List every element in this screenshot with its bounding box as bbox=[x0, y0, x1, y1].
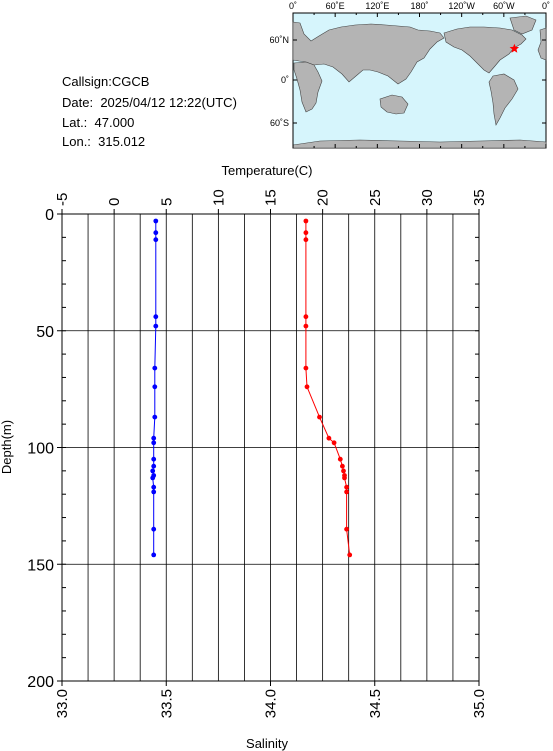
temperature-point bbox=[340, 463, 345, 469]
land-europe-west bbox=[537, 27, 547, 61]
map-lon-label: 0˚ bbox=[289, 1, 297, 11]
callsign-label: Callsign: bbox=[62, 74, 112, 89]
salinity-point bbox=[151, 463, 157, 469]
salinity-point bbox=[150, 468, 156, 474]
lon-label: Lon.: bbox=[62, 134, 91, 149]
salinity-point bbox=[151, 435, 157, 441]
temperature-axis-label: Temperature(C) bbox=[221, 163, 312, 178]
salinity-point bbox=[153, 230, 159, 236]
date-line: Date: 2025/04/12 12:22(UTC) bbox=[62, 95, 237, 111]
depth-tick-label: 150 bbox=[27, 557, 54, 574]
callsign-line: Callsign:CGCB bbox=[62, 74, 149, 90]
date-label: Date: bbox=[62, 95, 94, 110]
temperature-tick-label: 30 bbox=[419, 189, 436, 206]
depth-tick-label: 200 bbox=[27, 674, 54, 691]
temperature-tick-label: 20 bbox=[315, 189, 332, 206]
land-greenland bbox=[509, 15, 537, 35]
salinity-point bbox=[151, 456, 157, 462]
temperature-tick-label: 15 bbox=[263, 189, 280, 206]
salinity-point bbox=[151, 440, 157, 446]
temperature-point bbox=[304, 384, 310, 390]
temperature-tick-label: 35 bbox=[471, 189, 488, 206]
salinity-point bbox=[153, 314, 159, 320]
lat-value: 47.000 bbox=[94, 115, 135, 130]
lat-line: Lat.: 47.000 bbox=[62, 115, 134, 131]
depth-tick-label: 100 bbox=[27, 441, 54, 458]
temperature-tick-label: 25 bbox=[367, 189, 384, 206]
temperature-point bbox=[326, 435, 332, 441]
salinity-point bbox=[151, 552, 157, 558]
temperature-point bbox=[344, 489, 349, 495]
salinity-point bbox=[153, 323, 159, 329]
map-lon-label: 60˚E bbox=[326, 1, 345, 11]
temperature-point bbox=[344, 484, 349, 490]
temperature-point bbox=[303, 365, 309, 371]
profile-chart: -5 0 5 10 15 20 25 30 35 33.0 33.5 34.0 34.5 35.0 05… bbox=[0, 163, 488, 751]
land-europe-asia bbox=[292, 21, 445, 85]
temperature-point bbox=[347, 552, 353, 558]
salinity-point bbox=[152, 414, 158, 420]
map-lat-label: 60˚N bbox=[269, 35, 289, 45]
date-value: 2025/04/12 12:22(UTC) bbox=[100, 95, 237, 110]
salinity-tick-label: 33.0 bbox=[54, 689, 71, 718]
star-icon bbox=[509, 43, 520, 53]
lon-value: 315.012 bbox=[98, 134, 146, 149]
temperature-tick-label: -5 bbox=[54, 193, 71, 206]
temperature-point bbox=[303, 237, 309, 243]
salinity-axis-ticks: 33.0 33.5 34.0 34.5 35.0 bbox=[54, 681, 488, 718]
temperature-tick-label: 10 bbox=[210, 189, 227, 206]
temperature-point bbox=[342, 475, 347, 481]
temperature-point bbox=[341, 468, 346, 474]
temperature-point bbox=[303, 323, 309, 329]
salinity-tick-label: 34.0 bbox=[263, 689, 280, 718]
salinity-point bbox=[151, 526, 157, 532]
land-north-america bbox=[443, 26, 527, 74]
land-africa bbox=[293, 61, 323, 113]
map-ticks: 0˚ 60˚E 120˚E 180˚ 120˚W 60˚W 0˚ 60˚N 0˚ 60˚S bbox=[269, 1, 550, 148]
map-lon-label: 0˚ bbox=[542, 1, 550, 11]
salinity-tick-label: 33.5 bbox=[158, 689, 175, 718]
map-lon-label: 120˚E bbox=[365, 1, 389, 11]
salinity-point bbox=[150, 475, 156, 481]
map-land bbox=[292, 15, 547, 149]
series-layer bbox=[150, 218, 353, 558]
depth-axis-label: Depth(m) bbox=[0, 420, 14, 474]
salinity-axis-label: Salinity bbox=[246, 736, 288, 751]
salinity-point bbox=[152, 384, 158, 390]
temperature-point bbox=[337, 456, 343, 462]
temperature-axis-ticks: -5 0 5 10 15 20 25 30 35 bbox=[54, 189, 488, 214]
map-lat-label: 60˚S bbox=[270, 118, 289, 128]
map-lon-label: 60˚W bbox=[493, 1, 515, 11]
salinity-point bbox=[152, 365, 158, 371]
depth-tick-label: 50 bbox=[36, 324, 54, 341]
salinity-point bbox=[153, 218, 159, 224]
salinity-tick-label: 34.5 bbox=[367, 689, 384, 718]
temperature-point bbox=[331, 440, 337, 446]
map-marker bbox=[509, 43, 520, 53]
location-map: 0˚ 60˚E 120˚E 180˚ 120˚W 60˚W 0˚ 60˚N 0˚ 60˚S bbox=[269, 1, 550, 149]
map-lon-label: 120˚W bbox=[448, 1, 475, 11]
land-australia bbox=[379, 94, 409, 115]
salinity-point bbox=[151, 489, 157, 495]
map-lat-label: 0˚ bbox=[281, 75, 289, 85]
lon-line: Lon.: 315.012 bbox=[62, 134, 145, 150]
temperature-tick-label: 5 bbox=[158, 198, 175, 206]
temperature-tick-label: 0 bbox=[106, 198, 123, 206]
land-south-america bbox=[488, 73, 519, 126]
lat-label: Lat.: bbox=[62, 115, 88, 130]
salinity-tick-label: 35.0 bbox=[471, 689, 488, 718]
depth-tick-label: 0 bbox=[45, 207, 54, 224]
salinity-point bbox=[151, 484, 157, 490]
temperature-point bbox=[344, 526, 349, 532]
depth-axis-ticks: 0 50 100 150 200 bbox=[27, 207, 62, 691]
salinity-point bbox=[153, 237, 159, 243]
temperature-point bbox=[303, 218, 309, 224]
map-lon-label: 180˚ bbox=[410, 1, 428, 11]
temperature-point bbox=[303, 314, 309, 320]
temperature-point bbox=[303, 230, 309, 236]
temperature-point bbox=[317, 414, 322, 420]
callsign-value: CGCB bbox=[111, 74, 150, 89]
